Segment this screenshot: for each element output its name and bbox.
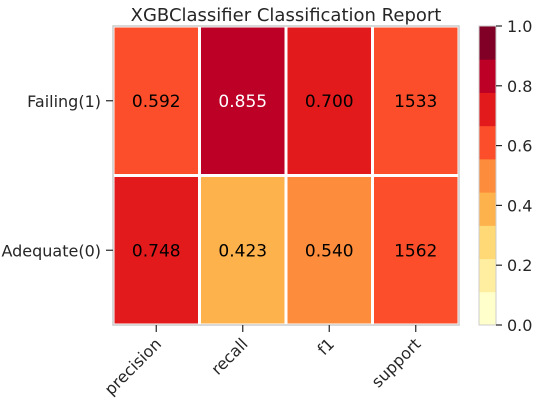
heatmap-cell	[371, 174, 461, 327]
cell-value-label: 1533	[394, 92, 437, 112]
x-tick-label: recall	[207, 334, 251, 378]
colorbar-tick-label: 0.6	[507, 137, 532, 156]
colorbar-frame	[478, 25, 497, 326]
cell-value-label: 0.592	[132, 92, 181, 112]
cell-value-label: 0.423	[218, 241, 267, 261]
colorbar-segment	[479, 258, 496, 293]
plot-frame	[112, 25, 460, 326]
x-tick-label: support	[368, 334, 425, 391]
cell-value-label: 0.855	[218, 92, 267, 112]
heatmap-cell	[198, 24, 288, 177]
cell-value-label: 0.700	[305, 92, 354, 112]
colorbar-segment	[479, 225, 496, 260]
column-labels: precision recall f1 support	[101, 325, 425, 399]
colorbar-segment	[479, 59, 496, 93]
cell-value-label: 0.748	[132, 241, 181, 261]
colorbar-segment	[479, 158, 496, 193]
x-tick-label: precision	[101, 334, 165, 398]
cell-value-label: 0.540	[305, 241, 354, 261]
cell-value-label: 1562	[394, 241, 437, 261]
row-labels: Failing(1) Adequate(0)	[1, 92, 113, 260]
colorbar-segment	[479, 92, 496, 127]
colorbar-tick-label: 0.4	[507, 196, 532, 215]
colorbar: 0.0 0.2 0.4 0.6 0.8 1.0	[478, 17, 532, 335]
heatmap-cell	[198, 174, 288, 327]
colorbar-segment	[479, 26, 496, 60]
colorbar-segment	[479, 291, 496, 326]
y-tick-label: Adequate(0)	[1, 241, 101, 260]
y-tick-label: Failing(1)	[27, 92, 101, 111]
colorbar-tick-label: 1.0	[507, 17, 532, 36]
colorbar-segment	[479, 125, 496, 160]
colorbar-tick-label: 0.2	[507, 256, 532, 275]
colorbar-tick-label: 0.8	[507, 77, 532, 96]
heatmap-cells: 0.592 0.855 0.700 1533 0.748 0.423 0.540 1562	[111, 24, 461, 327]
colorbar-segment	[479, 192, 496, 226]
chart-title: XGBClassifier Classification Report	[131, 5, 442, 26]
x-tick-label: f1	[313, 334, 338, 359]
colorbar-tick-label: 0.0	[507, 316, 532, 335]
